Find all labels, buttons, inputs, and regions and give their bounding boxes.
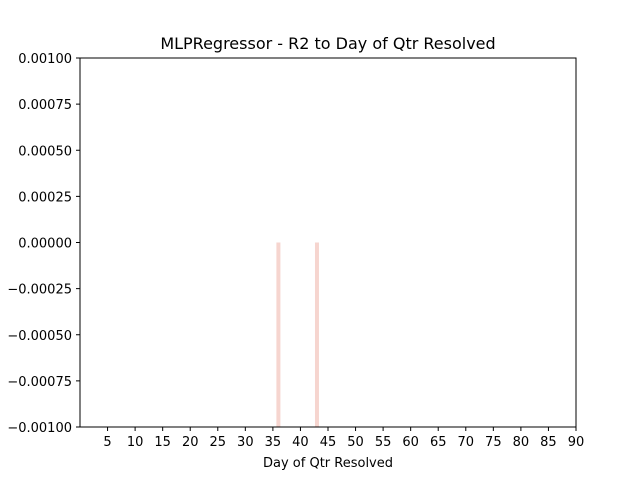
x-tick-label: 20 (182, 435, 199, 450)
y-axis: −0.00100 −0.00075 −0.00050 −0.00025 0.00000 0… (7, 52, 80, 436)
x-axis-title: Day of Qtr Resolved (263, 456, 393, 471)
chart-title: MLPRegressor - R2 to Day of Qtr Resolved (160, 34, 495, 53)
y-tick-label: −0.00075 (7, 375, 72, 390)
x-tick-label: 80 (513, 435, 530, 450)
y-tick-label: 0.00075 (18, 98, 72, 113)
x-tick-label: 50 (347, 435, 364, 450)
x-tick-label: 85 (540, 435, 557, 450)
x-tick-label: 70 (458, 435, 475, 450)
y-tick-label: −0.00025 (7, 283, 72, 298)
x-tick-label: 55 (375, 435, 392, 450)
x-tick-label: 30 (237, 435, 254, 450)
x-tick-label: 90 (568, 435, 585, 450)
y-tick-label: 0.00025 (18, 190, 72, 205)
x-tick-label: 35 (265, 435, 282, 450)
y-tick-label: 0.00100 (18, 52, 72, 67)
x-tick-label: 40 (292, 435, 309, 450)
x-tick-label: 15 (154, 435, 171, 450)
x-axis: 5 10 15 20 25 30 35 40 45 50 55 60 65 70 75 80 85 90 (103, 427, 584, 450)
y-tick-label: −0.00050 (7, 329, 72, 344)
x-tick-label: 25 (210, 435, 227, 450)
x-tick-label: 65 (430, 435, 447, 450)
x-tick-label: 75 (485, 435, 502, 450)
bar-0 (276, 242, 281, 427)
y-tick-label: −0.00100 (7, 421, 72, 436)
x-tick-label: 45 (320, 435, 337, 450)
x-tick-label: 60 (402, 435, 419, 450)
x-tick-label: 5 (103, 435, 111, 450)
y-tick-label: 0.00000 (18, 237, 72, 252)
bar-1 (314, 242, 319, 427)
y-tick-label: 0.00050 (18, 144, 72, 159)
bars-layer (276, 242, 319, 427)
x-tick-label: 10 (127, 435, 144, 450)
